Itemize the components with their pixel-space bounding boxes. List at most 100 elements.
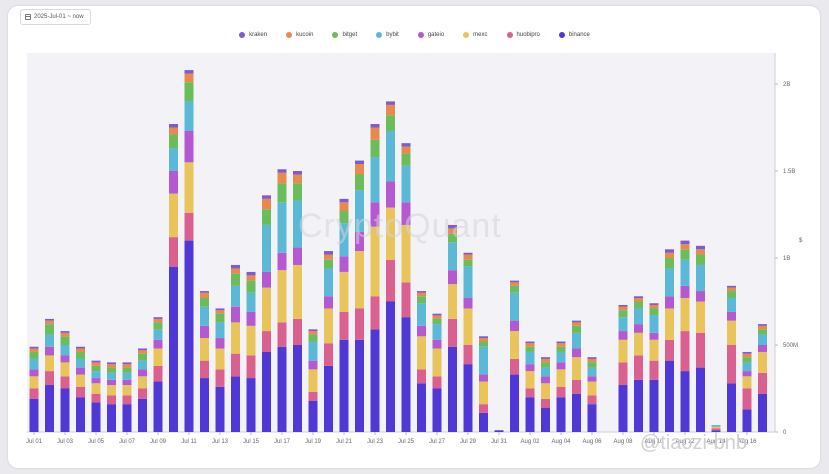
bar-bitget: [556, 346, 566, 352]
bar-kucoin: [308, 331, 318, 335]
bar-kucoin: [618, 306, 628, 311]
bar-huobipro: [587, 395, 597, 405]
bar-bitget: [618, 310, 628, 318]
bar-bybit: [138, 360, 147, 370]
bar-binance: [665, 360, 674, 432]
bar-gateio: [541, 376, 550, 384]
legend-item-mexc[interactable]: mexc: [463, 32, 488, 38]
bar-kraken: [293, 171, 302, 175]
bar-gateio: [556, 362, 566, 370]
bar-mexc: [758, 351, 767, 373]
bar-gateio: [417, 325, 426, 337]
bar-bybit: [432, 324, 442, 340]
legend-item-huobipro[interactable]: huobipro: [506, 32, 540, 38]
legend-item-kucoin[interactable]: kucoin: [286, 32, 313, 38]
bar-kucoin: [742, 353, 752, 358]
bar-kraken: [649, 303, 659, 305]
bar-huobipro: [200, 360, 209, 379]
bar-huobipro: [742, 388, 752, 410]
bar-binance: [293, 345, 302, 432]
watermark: CryptoQuant: [298, 207, 502, 245]
bar-kucoin: [727, 287, 736, 292]
bar-bitget: [308, 334, 318, 342]
bar-bybit: [293, 200, 302, 248]
bar-kucoin: [339, 202, 349, 212]
bar-binance: [76, 397, 85, 432]
legend-dot-icon: [558, 32, 565, 38]
bar-gateio: [293, 247, 302, 265]
legend-label: mexc: [473, 32, 488, 38]
bar-bitget: [649, 308, 659, 316]
bar-kucoin: [153, 318, 163, 323]
bar-huobipro: [510, 358, 519, 375]
bar-kucoin: [572, 322, 581, 326]
bar-huobipro: [634, 355, 643, 380]
bar-huobipro: [29, 388, 39, 399]
legend-dot-icon: [376, 32, 383, 38]
bar-kraken: [355, 160, 364, 165]
x-tick-label: Aug 14: [706, 439, 726, 445]
bar-huobipro: [76, 386, 85, 398]
bar-bitget: [355, 174, 364, 191]
bar-mexc: [401, 224, 411, 283]
bar-gateio: [386, 181, 395, 208]
bar-kraken: [169, 124, 178, 128]
bar-huobipro: [107, 395, 116, 405]
bar-kraken: [448, 224, 457, 229]
bar-bitget: [107, 367, 116, 373]
legend-item-gateio[interactable]: gateio: [417, 32, 444, 38]
bar-huobipro: [525, 388, 535, 398]
bar-gateio: [758, 345, 767, 352]
bar-bitget: [742, 357, 752, 363]
bar-huobipro: [386, 259, 395, 302]
bar-mexc: [541, 383, 550, 399]
y-tick-label: 500M: [783, 343, 798, 349]
bar-bybit: [649, 315, 659, 333]
bar-kraken: [60, 331, 70, 333]
bar-mexc: [587, 381, 597, 396]
bar-kucoin: [649, 304, 659, 309]
bar-gateio: [262, 271, 271, 288]
bar-mexc: [45, 355, 54, 372]
bar-kucoin: [60, 332, 70, 337]
bar-binance: [324, 365, 333, 432]
bar-gateio: [138, 369, 147, 377]
bar-mexc: [355, 251, 364, 309]
bar-kraken: [618, 304, 628, 307]
bar-kraken: [727, 285, 736, 288]
bar-binance: [122, 404, 132, 432]
x-tick-label: Aug 04: [551, 439, 571, 445]
x-tick-label: Jul 21: [336, 439, 353, 445]
bar-bitget: [587, 362, 597, 368]
legend-dot-icon: [506, 32, 513, 38]
bar-bitget: [262, 209, 271, 225]
x-tick-label: Jul 09: [150, 439, 167, 445]
bar-bybit: [76, 358, 85, 368]
bar-gateio: [324, 296, 333, 309]
bar-huobipro: [122, 395, 132, 405]
bar-bybit: [308, 341, 318, 361]
bar-binance: [541, 407, 550, 432]
bar-kraken: [758, 324, 767, 326]
bar-huobipro: [370, 296, 380, 330]
bar-mexc: [153, 348, 163, 366]
bar-bybit: [45, 334, 54, 347]
legend-item-bitget[interactable]: bitget: [332, 32, 357, 38]
bar-huobipro: [262, 331, 271, 352]
bar-mexc: [122, 385, 132, 396]
bar-kucoin: [45, 320, 54, 325]
bar-huobipro: [541, 398, 550, 408]
legend-item-kraken[interactable]: kraken: [239, 32, 267, 38]
bar-mexc: [634, 332, 643, 356]
date-range-picker[interactable]: 2025-Jul-01 ~ now: [20, 9, 91, 25]
x-tick-label: Jul 19: [305, 439, 322, 445]
legend-item-bybit[interactable]: bybit: [376, 32, 399, 38]
bar-binance: [494, 430, 504, 432]
bar-kucoin: [696, 249, 705, 255]
bar-binance: [556, 397, 566, 432]
bar-huobipro: [665, 339, 674, 361]
bar-gateio: [634, 324, 643, 333]
bar-kucoin: [29, 348, 39, 352]
bar-mexc: [60, 362, 70, 377]
legend-item-binance[interactable]: binance: [558, 32, 590, 38]
